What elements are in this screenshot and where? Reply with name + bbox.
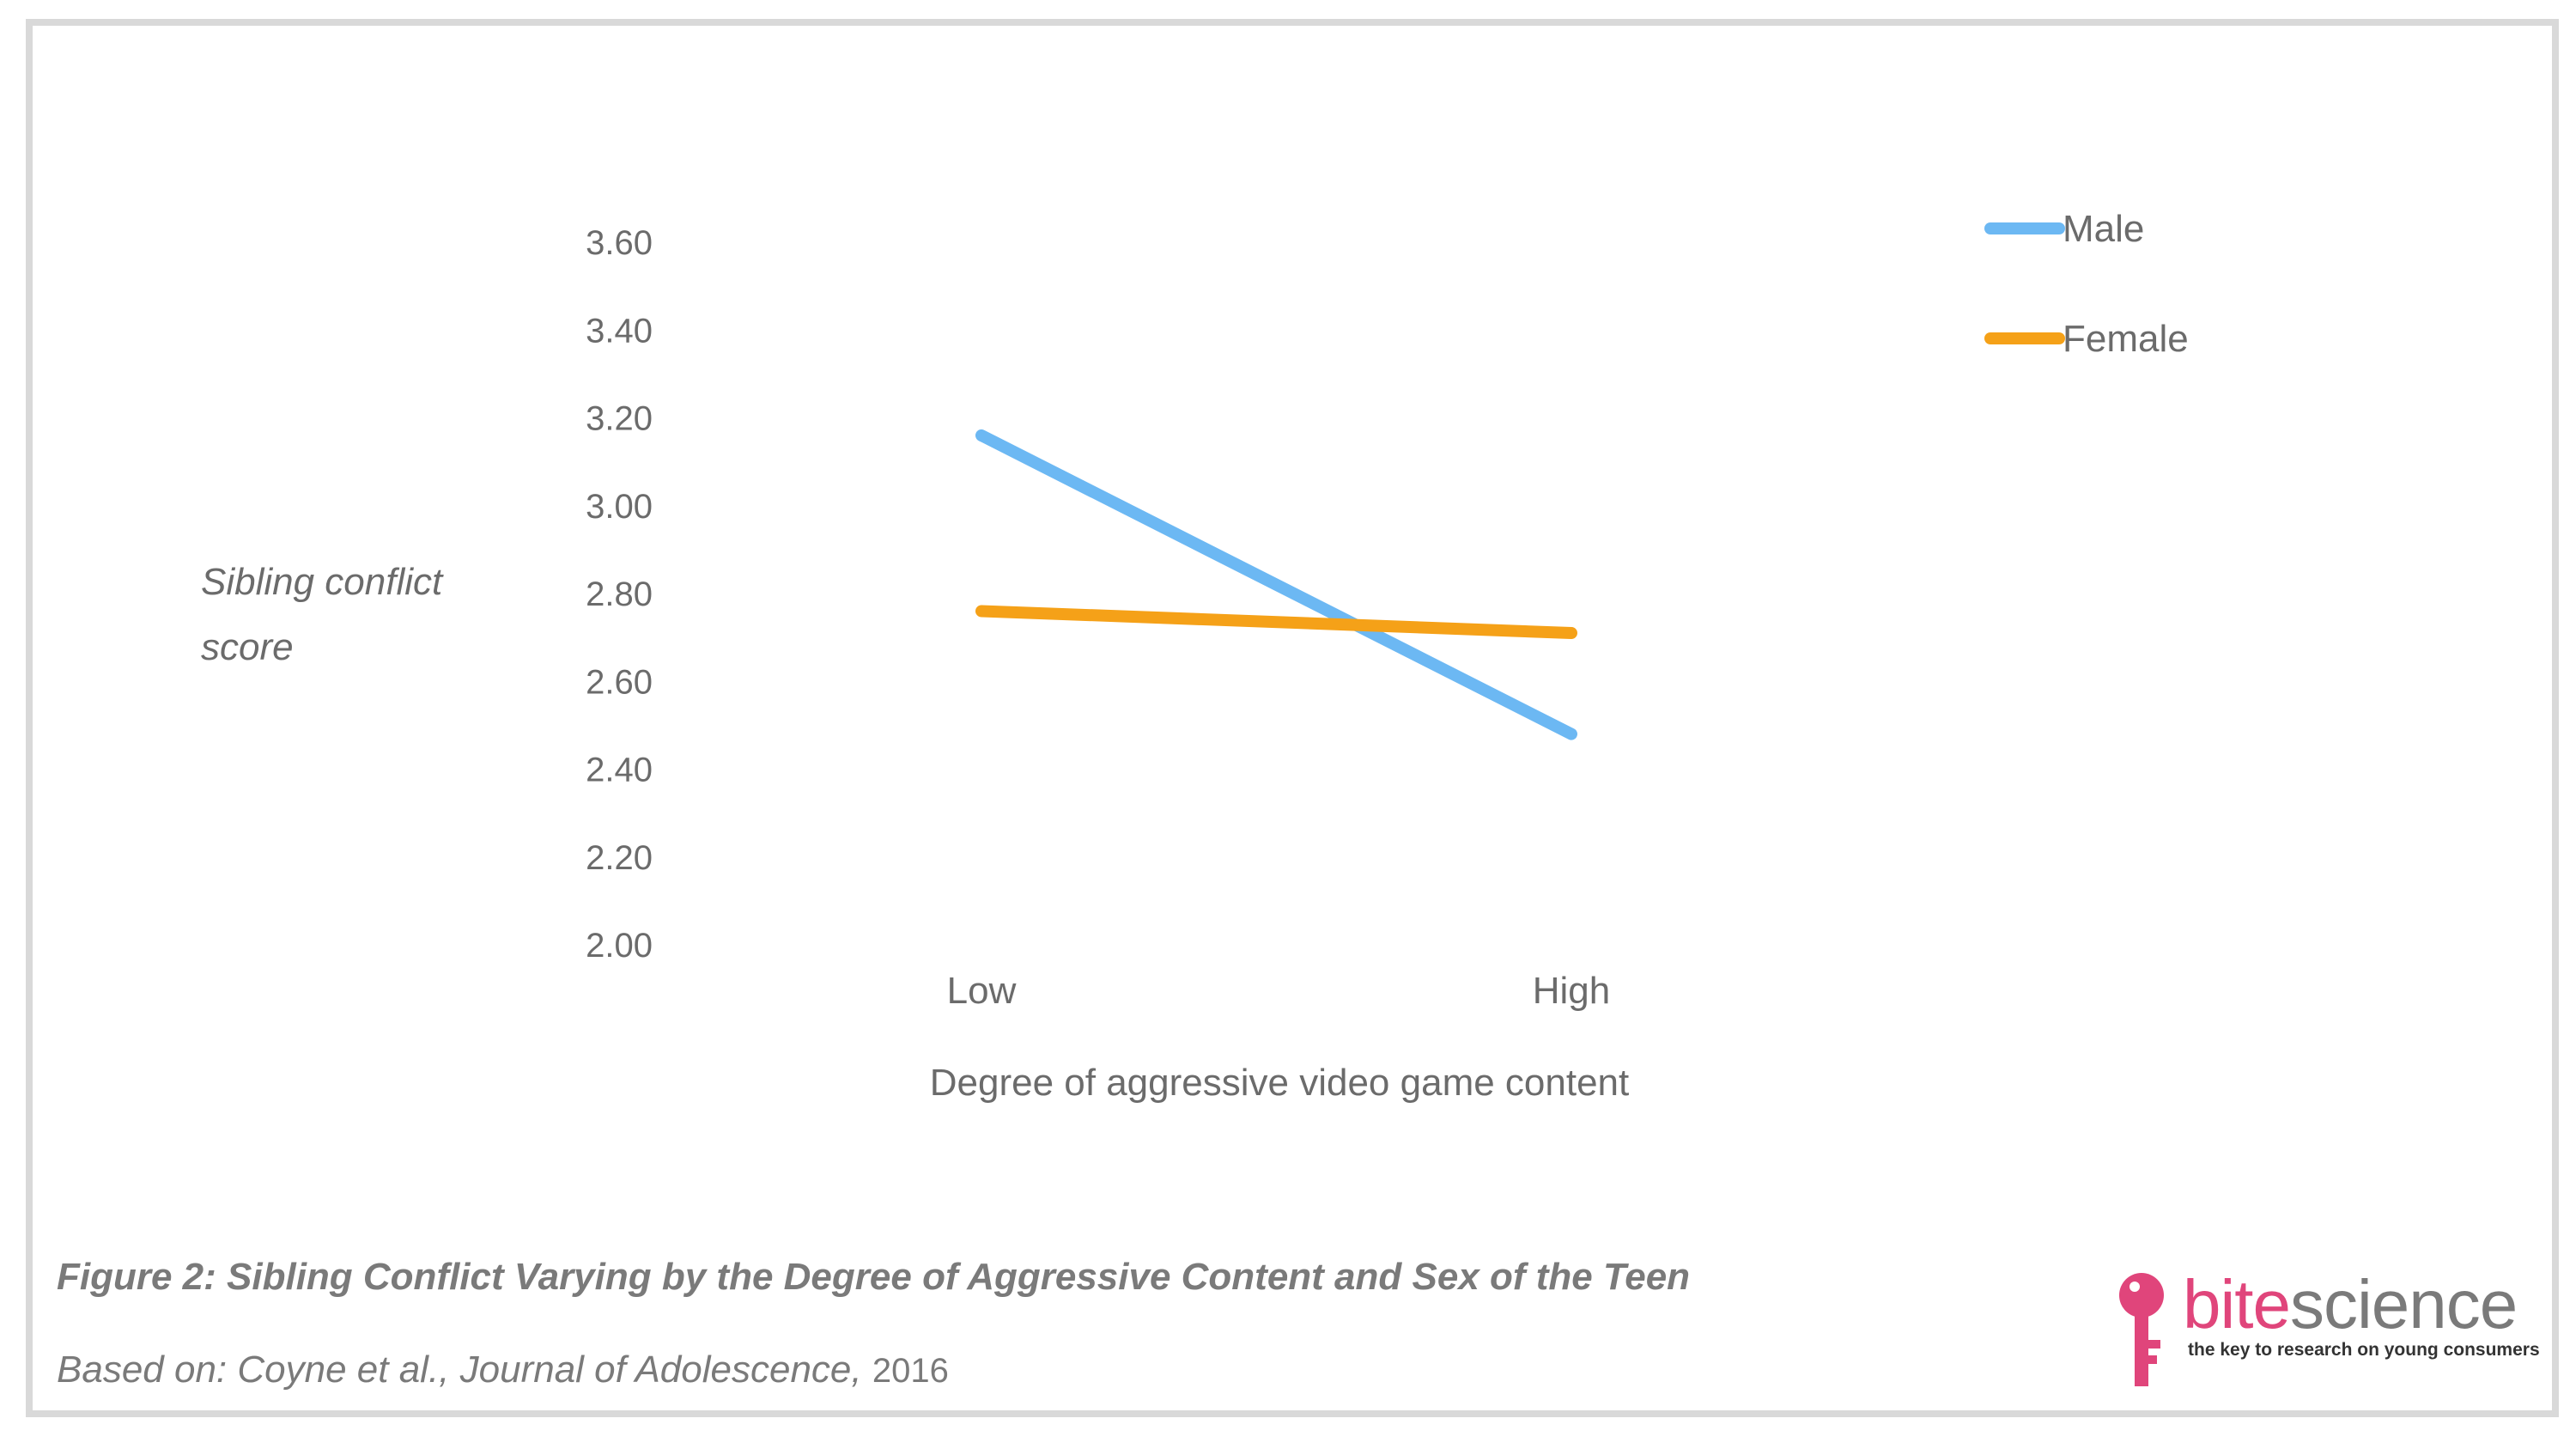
y-tick-label: 3.40 bbox=[586, 312, 653, 350]
y-tick-label: 2.40 bbox=[586, 752, 653, 789]
source-text: Based on: Coyne et al., Journal of Adole… bbox=[57, 1349, 862, 1391]
logo-tagline: the key to research on young consumers bbox=[2188, 1340, 2540, 1360]
legend-label-male: Male bbox=[2063, 208, 2144, 250]
figure-caption: Figure 2: Sibling Conflict Varying by th… bbox=[57, 1256, 1691, 1298]
y-tick-label: 3.00 bbox=[586, 488, 653, 526]
x-tick-label: High bbox=[1533, 970, 1611, 1012]
y-tick-label: 2.60 bbox=[586, 663, 653, 701]
y-axis-label: Sibling conflict score bbox=[201, 561, 443, 668]
x-axis-ticks: Low High bbox=[947, 970, 1611, 1012]
y-tick-label: 2.00 bbox=[586, 927, 653, 965]
legend-label-female: Female bbox=[2063, 318, 2189, 360]
source-year: 2016 bbox=[872, 1352, 949, 1390]
series-lines bbox=[975, 429, 1577, 740]
series-line-female bbox=[975, 605, 1577, 640]
figure-frame bbox=[26, 19, 2559, 1417]
y-tick-label: 3.20 bbox=[586, 400, 653, 438]
key-icon bbox=[2119, 1273, 2164, 1386]
x-tick-label: Low bbox=[947, 970, 1017, 1012]
y-axis-ticks: 2.00 2.20 2.40 2.60 2.80 3.00 3.20 3.40 3.60 bbox=[586, 224, 653, 965]
series-line-male bbox=[975, 429, 1577, 740]
logo-word-bite: bite bbox=[2183, 1266, 2291, 1342]
y-tick-label: 3.60 bbox=[586, 224, 653, 262]
logo-word-science: science bbox=[2289, 1266, 2518, 1342]
logo-wordmark: bitescience bbox=[2183, 1266, 2518, 1343]
y-tick-label: 2.80 bbox=[586, 575, 653, 613]
y-tick-label: 2.20 bbox=[586, 839, 653, 877]
x-axis-label: Degree of aggressive video game content bbox=[929, 1062, 1630, 1104]
legend: Male Female bbox=[1984, 208, 2189, 360]
source-citation: Based on: Coyne et al., Journal of Adole… bbox=[57, 1349, 949, 1391]
bitescience-logo: bitescience the key to research on young… bbox=[2114, 1266, 2540, 1390]
